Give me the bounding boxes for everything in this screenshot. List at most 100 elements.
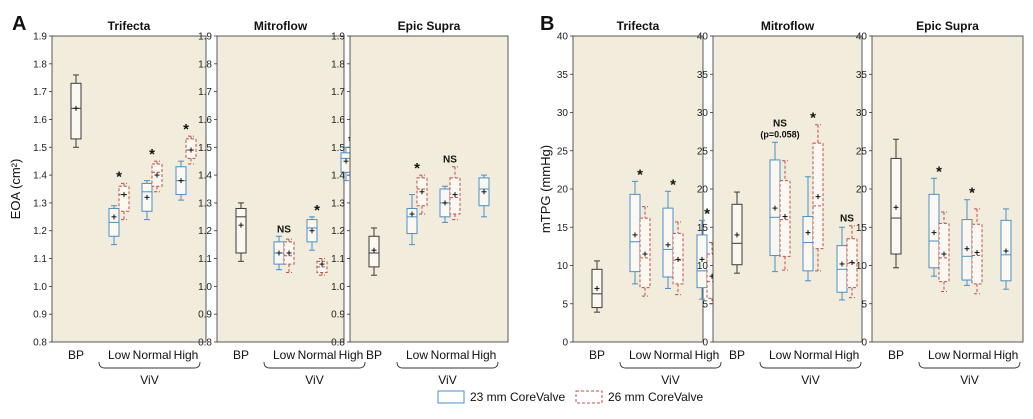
box-bp bbox=[368, 227, 380, 276]
x-tick-label: Normal bbox=[794, 348, 833, 362]
box-26mm-high bbox=[846, 225, 858, 299]
box-23mm-low bbox=[406, 194, 418, 246]
viv-bracket bbox=[98, 361, 201, 369]
y-tick-label: 1.2 bbox=[33, 226, 47, 237]
x-tick-label: High bbox=[994, 348, 1019, 362]
y-tick-label: 1.4 bbox=[33, 171, 47, 182]
y-tick-label: 35 bbox=[557, 70, 569, 81]
viv-bracket bbox=[619, 361, 722, 369]
box-iqr bbox=[118, 185, 130, 212]
subplot-mitroflow: Mitroflow 0.8 0.9 1.0 1.1 1.2 1.3 1.4 1.5 1.6 1.7 1… bbox=[198, 19, 366, 387]
subplot-trifecta: Trifecta 0.8 0.9 1.0 1.1 1.2 1.3 1.4 1.5 1.6 1.7 1.… bbox=[33, 19, 207, 387]
y-tick-label: 1.1 bbox=[331, 254, 345, 265]
y-tick-label: 30 bbox=[557, 108, 569, 119]
subplot-title: Trifecta bbox=[108, 19, 151, 33]
significance-label: * bbox=[116, 168, 122, 185]
y-tick-label: 1.6 bbox=[331, 115, 345, 126]
x-tick-label: BP bbox=[888, 348, 904, 362]
box-23mm-high bbox=[175, 160, 187, 201]
box-26mm-normal bbox=[971, 208, 983, 295]
x-tick-label: High bbox=[695, 348, 720, 362]
box-26mm-low bbox=[779, 160, 791, 271]
box-bp bbox=[70, 74, 82, 148]
y-tick-label: 0.9 bbox=[198, 310, 212, 321]
x-tick-label: Normal bbox=[654, 348, 693, 362]
y-tick-label: 1.8 bbox=[331, 59, 345, 70]
y-tick-label: 0 bbox=[702, 338, 708, 349]
viv-label: ViV bbox=[305, 373, 323, 387]
y-tick-label: 5 bbox=[562, 299, 568, 310]
y-tick-label: 0.9 bbox=[33, 310, 47, 321]
box-iqr bbox=[235, 207, 247, 254]
x-tick-label: BP bbox=[233, 348, 249, 362]
subplot-title: Trifecta bbox=[617, 19, 660, 33]
box-26mm-low bbox=[639, 206, 651, 297]
y-tick-label: 1.1 bbox=[198, 254, 212, 265]
viv-bracket bbox=[918, 361, 1021, 369]
viv-label: ViV bbox=[140, 373, 158, 387]
y-axis-label: mTPG (mmHg) bbox=[538, 145, 553, 233]
y-tick-label: 1.7 bbox=[33, 87, 47, 98]
box-23mm-low bbox=[629, 180, 641, 285]
viv-label: ViV bbox=[661, 373, 679, 387]
box-26mm-high bbox=[185, 135, 197, 165]
x-tick-label: Low bbox=[928, 348, 950, 362]
panel-a: A EOA (cm²) Trifecta 0.8 0.9 1.0 1.1 1.2 1.3 1.4 1… bbox=[8, 13, 509, 387]
x-tick-label: Normal bbox=[953, 348, 992, 362]
viv-bracket bbox=[263, 361, 366, 369]
significance-label: * bbox=[314, 202, 320, 219]
y-tick-label: 20 bbox=[856, 185, 868, 196]
y-tick-label: 40 bbox=[856, 32, 868, 43]
box-26mm-normal bbox=[151, 160, 163, 193]
y-tick-label: 1.8 bbox=[198, 59, 212, 70]
y-tick-label: 1.8 bbox=[33, 59, 47, 70]
x-tick-label: High bbox=[472, 348, 497, 362]
y-tick-label: 40 bbox=[697, 32, 709, 43]
legend-swatch bbox=[437, 390, 465, 404]
y-tick-label: 20 bbox=[557, 185, 569, 196]
box-bp bbox=[591, 260, 603, 313]
box-26mm-low bbox=[118, 182, 130, 221]
significance-label: * bbox=[637, 166, 643, 183]
y-tick-label: 5 bbox=[702, 299, 708, 310]
x-tick-label: BP bbox=[366, 348, 382, 362]
y-tick-label: 20 bbox=[697, 185, 709, 196]
box-bp bbox=[235, 202, 247, 262]
legend-label: 26 mm CoreValve bbox=[608, 390, 703, 404]
y-axis-label: EOA (cm²) bbox=[8, 159, 23, 220]
y-tick-label: 1.6 bbox=[198, 115, 212, 126]
panel-letter: B bbox=[540, 13, 554, 35]
viv-label: ViV bbox=[801, 373, 819, 387]
subplot-epic-supra: Epic Supra 0.8 0.9 1.0 1.1 1.2 1.3 1.4 1.5 1.6 1.7… bbox=[331, 19, 509, 387]
significance-label: * bbox=[969, 185, 975, 202]
significance-label: * bbox=[183, 121, 189, 138]
x-tick-label: Low bbox=[273, 348, 295, 362]
x-tick-label: BP bbox=[729, 348, 745, 362]
y-tick-label: 1.2 bbox=[331, 226, 345, 237]
plot-area bbox=[216, 35, 345, 343]
y-tick-label: 10 bbox=[557, 261, 569, 272]
x-tick-label: Low bbox=[406, 348, 428, 362]
box-iqr bbox=[406, 207, 418, 235]
y-tick-label: 1.4 bbox=[331, 171, 345, 182]
viv-label: ViV bbox=[438, 373, 456, 387]
box-23mm-low bbox=[108, 205, 120, 246]
y-tick-label: 25 bbox=[856, 146, 868, 157]
y-tick-label: 25 bbox=[557, 146, 569, 157]
box-23mm-normal bbox=[141, 180, 153, 221]
y-tick-label: 1.4 bbox=[198, 171, 212, 182]
x-tick-label: Normal bbox=[431, 348, 470, 362]
box-iqr bbox=[802, 216, 814, 272]
y-tick-label: 25 bbox=[697, 146, 709, 157]
y-tick-label: 1.9 bbox=[33, 32, 47, 43]
y-tick-label: 0 bbox=[861, 338, 867, 349]
y-tick-label: 1.7 bbox=[331, 87, 345, 98]
x-tick-label: Low bbox=[108, 348, 130, 362]
box-bp bbox=[890, 138, 902, 269]
x-tick-label: High bbox=[174, 348, 199, 362]
y-tick-label: 1.1 bbox=[33, 254, 47, 265]
legend: 23 mm CoreValve 26 mm CoreValve bbox=[437, 390, 703, 404]
